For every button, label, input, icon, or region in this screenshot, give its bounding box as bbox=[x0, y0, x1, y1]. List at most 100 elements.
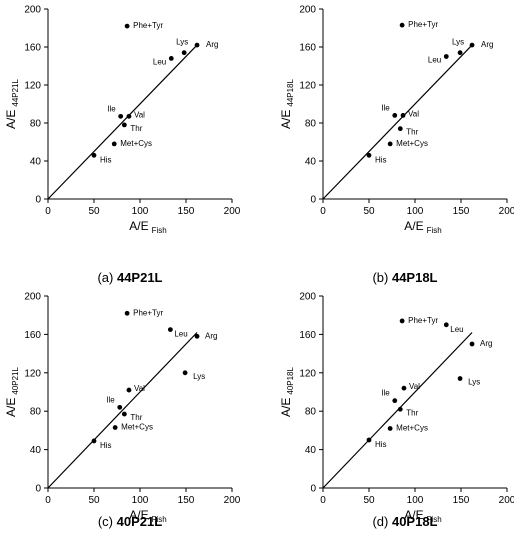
x-tick-label: 150 bbox=[178, 495, 195, 506]
data-point bbox=[168, 56, 174, 61]
data-point bbox=[443, 322, 449, 328]
y-tick-label: 40 bbox=[305, 445, 317, 456]
data-point bbox=[182, 370, 188, 376]
y-axis-label: A/E44P21L bbox=[4, 78, 20, 128]
x-tick-label: 100 bbox=[407, 495, 424, 506]
point-label: Leu bbox=[428, 56, 441, 65]
data-point bbox=[392, 398, 398, 404]
data-point bbox=[121, 122, 127, 128]
data-point bbox=[118, 113, 124, 119]
y-tick-label: 160 bbox=[24, 330, 41, 341]
point-label: Lys bbox=[193, 372, 205, 381]
y-tick-label: 0 bbox=[35, 195, 41, 206]
y-tick-label: 80 bbox=[305, 119, 317, 130]
point-label: Ile bbox=[106, 395, 115, 404]
point-label: Met+Cys bbox=[396, 423, 428, 432]
y-tick-label: 120 bbox=[299, 81, 316, 92]
data-point bbox=[399, 318, 405, 324]
x-axis-label: A/E Fish bbox=[404, 219, 441, 235]
data-point bbox=[366, 152, 372, 158]
point-label: Arg bbox=[481, 40, 493, 49]
y-tick-label: 40 bbox=[30, 445, 42, 456]
y-tick-label: 160 bbox=[24, 43, 41, 54]
data-point bbox=[124, 23, 130, 29]
data-point bbox=[443, 54, 449, 59]
panel-40P18L: 0 50 100 150 200 0 40 80 120 160 200 His Met+Cys Thr I… bbox=[279, 292, 514, 530]
data-point bbox=[401, 385, 407, 391]
y-axis-label: A/E40P18L bbox=[279, 366, 295, 416]
data-point bbox=[194, 333, 200, 339]
point-label: Arg bbox=[206, 40, 218, 49]
point-label: Leu bbox=[450, 325, 463, 334]
point-label: Lys bbox=[176, 38, 188, 47]
x-tick-label: 200 bbox=[499, 206, 514, 217]
point-label: Leu bbox=[153, 57, 166, 66]
point-label: Phe+Tyr bbox=[133, 21, 163, 30]
y-tick-label: 120 bbox=[299, 368, 316, 379]
x-tick-label: 50 bbox=[363, 495, 375, 506]
x-tick-label: 0 bbox=[320, 206, 326, 217]
data-point bbox=[91, 152, 97, 158]
y-tick-label: 80 bbox=[30, 407, 42, 418]
x-tick-label: 0 bbox=[45, 495, 51, 506]
data-point bbox=[91, 438, 97, 444]
point-label: Phe+Tyr bbox=[133, 308, 163, 317]
x-tick-label: 0 bbox=[320, 495, 326, 506]
y-tick-label: 80 bbox=[305, 407, 317, 418]
y-tick-label: 80 bbox=[30, 119, 42, 130]
data-point bbox=[400, 113, 406, 118]
data-point bbox=[387, 426, 393, 431]
x-tick-label: 50 bbox=[363, 206, 375, 217]
panel-caption: (a) 44P21L bbox=[97, 270, 162, 285]
data-point bbox=[121, 411, 127, 417]
data-point bbox=[397, 406, 403, 412]
fit-line bbox=[322, 44, 473, 200]
point-label: Val bbox=[134, 110, 145, 119]
point-label: Phe+Tyr bbox=[408, 316, 438, 325]
data-point bbox=[126, 113, 132, 119]
x-tick-label: 200 bbox=[224, 206, 241, 217]
data-point bbox=[397, 126, 403, 132]
data-point bbox=[469, 42, 475, 48]
x-tick-label: 200 bbox=[224, 495, 241, 506]
y-tick-label: 200 bbox=[299, 292, 316, 303]
point-label: Val bbox=[134, 384, 145, 393]
data-point bbox=[194, 42, 200, 48]
panel-caption: (d) 40P18L bbox=[372, 514, 437, 529]
x-tick-label: 150 bbox=[453, 495, 470, 506]
point-label: Lys bbox=[468, 378, 480, 387]
x-tick-label: 150 bbox=[178, 206, 195, 217]
fit-line bbox=[322, 332, 473, 489]
point-label: Phe+Tyr bbox=[408, 20, 438, 29]
data-point bbox=[469, 341, 475, 347]
data-point bbox=[399, 22, 405, 28]
x-tick-label: 100 bbox=[132, 495, 149, 506]
point-label: Thr bbox=[130, 124, 142, 133]
point-label: His bbox=[100, 155, 112, 164]
point-label: Ile bbox=[381, 103, 390, 112]
point-label: His bbox=[375, 155, 387, 164]
point-label: Ile bbox=[107, 104, 116, 113]
panel-44P18L: 0 50 100 150 200 0 40 80 120 160 200 His Met+Cys Thr I… bbox=[279, 5, 514, 286]
fit-line bbox=[47, 332, 198, 489]
data-point bbox=[126, 387, 132, 393]
data-point bbox=[181, 50, 187, 56]
y-tick-label: 40 bbox=[305, 157, 317, 168]
data-point bbox=[167, 327, 173, 332]
point-label: Lys bbox=[452, 38, 464, 47]
x-axis-label: A/E Fish bbox=[404, 508, 441, 524]
y-axis-label: A/E44P18L bbox=[279, 78, 295, 128]
point-label: Thr bbox=[406, 128, 418, 137]
point-label: Thr bbox=[130, 413, 142, 422]
data-point bbox=[392, 113, 398, 118]
data-point bbox=[112, 425, 118, 430]
point-label: His bbox=[100, 441, 112, 450]
panel-caption: (c) 40P21L bbox=[98, 514, 162, 529]
y-tick-label: 160 bbox=[299, 43, 316, 54]
point-label: Val bbox=[408, 109, 419, 118]
point-label: Val bbox=[409, 382, 420, 391]
y-tick-label: 120 bbox=[24, 368, 41, 379]
data-point bbox=[457, 50, 463, 56]
